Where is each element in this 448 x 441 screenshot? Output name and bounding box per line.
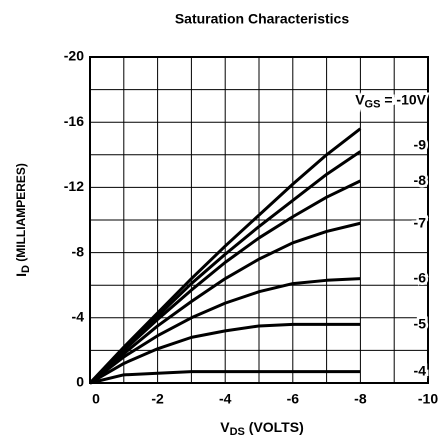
y-tick-label: -4 [72,309,85,325]
y-axis-label: ID (MILLIAMPERES) [13,163,32,277]
curve [89,221,361,385]
x-tick-label: -4 [219,391,232,407]
plot-frame [89,56,429,384]
curve-label: -8 [414,172,427,188]
curve [89,277,361,385]
legend-entry: -7 [414,214,427,230]
curve [88,150,362,385]
legend-subscript: GS [365,99,381,111]
legend-entry: -9 [414,136,427,152]
legend-sep: = [380,91,396,107]
curve [89,322,361,385]
x-axis-label: VDS (VOLTS) [220,419,303,438]
curve [88,127,362,385]
chart-title: Saturation Characteristics [175,11,349,27]
y-tick-label: -8 [72,243,85,259]
curve-label: -9 [414,136,427,152]
legend-entry: -5 [414,315,427,331]
y-tick-label: -12 [64,178,84,194]
x-tick-label: -2 [151,391,164,407]
curve-label: -5 [414,315,427,331]
legend-entry: -8 [414,172,427,188]
curve-label: -4 [414,362,427,378]
y-tick-label: -16 [64,113,84,129]
legend-entry: -10V [396,91,426,107]
curve-label: VGS = -10V [355,91,426,110]
curve-label: -6 [414,269,427,285]
legend-entry: -4 [414,362,427,378]
y-tick-label: -20 [64,48,84,64]
x-tick-label: -10 [418,391,438,407]
x-tick-label: 0 [92,391,100,407]
legend-entry: -6 [414,269,427,285]
y-tick-label: 0 [76,374,84,390]
x-tick-label: -6 [287,391,300,407]
curve [89,370,361,385]
curve [88,179,362,385]
legend-symbol: V [355,91,365,107]
curve-label: -7 [414,214,427,230]
x-tick-label: -8 [354,391,367,407]
